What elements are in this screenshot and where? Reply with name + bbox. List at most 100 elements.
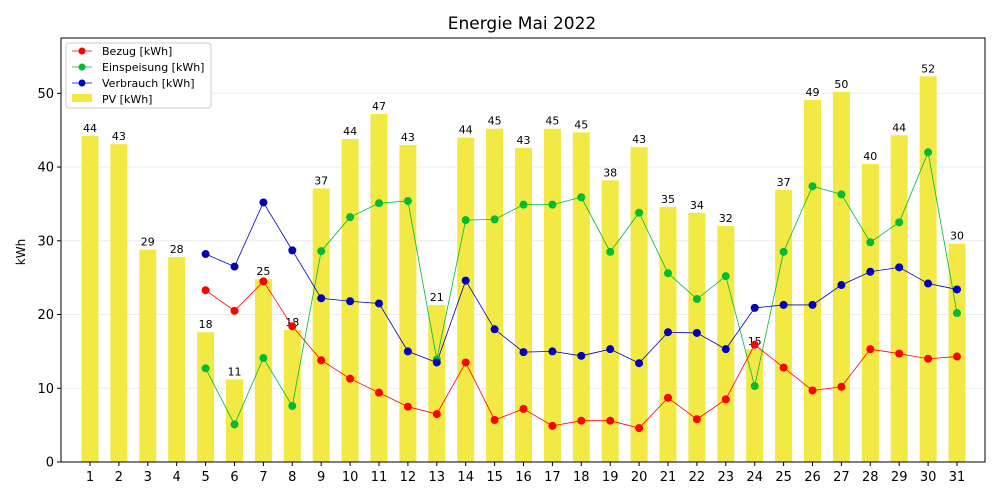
y-tick-label: 30: [37, 234, 54, 249]
x-tick-label: 20: [631, 470, 648, 485]
pv-bar: [717, 226, 735, 462]
x-tick-label: 27: [833, 470, 850, 485]
pv-bar-label: 49: [806, 86, 820, 99]
pv-bar-label: 43: [401, 131, 415, 144]
chart-title: Energie Mai 2022: [448, 14, 597, 34]
series-point-2: [403, 196, 412, 205]
pv-bar-label: 29: [141, 236, 155, 249]
series-point-3: [808, 300, 817, 309]
x-tick-label: 5: [201, 470, 209, 485]
series-point-1: [230, 306, 239, 315]
series-point-1: [375, 388, 383, 397]
pv-bar: [370, 113, 388, 463]
legend-label: PV [kWh]: [102, 93, 152, 106]
x-tick-label: 8: [288, 470, 296, 485]
pv-bar: [630, 147, 648, 462]
pv-bar-label: 30: [950, 230, 964, 243]
x-tick-label: 17: [544, 470, 561, 485]
series-point-1: [635, 424, 644, 433]
bar-label-layer: 4443292818112518374447432144454345453843…: [83, 62, 964, 378]
series-point-2: [490, 215, 499, 224]
pv-bar: [919, 76, 937, 462]
series-point-3: [230, 262, 239, 271]
pv-bar-label: 45: [545, 115, 559, 128]
pv-bar: [572, 132, 590, 462]
pv-bar: [283, 330, 301, 462]
pv-bar-label: 44: [892, 121, 906, 134]
series-point-3: [201, 250, 210, 259]
series-point-3: [750, 303, 759, 312]
pv-bar-label: 43: [112, 130, 126, 143]
x-tick-label: 25: [775, 470, 792, 485]
series-point-2: [259, 354, 268, 363]
series-point-1: [664, 393, 672, 402]
pv-bar: [312, 188, 330, 462]
series-point-3: [866, 267, 875, 276]
series-point-3: [692, 328, 701, 337]
series-point-1: [606, 416, 615, 425]
series-point-1: [461, 358, 470, 367]
series-point-3: [403, 347, 412, 356]
series-point-2: [866, 238, 875, 247]
x-tick-label: 14: [457, 470, 474, 485]
series-point-3: [664, 328, 672, 337]
legend-bar-swatch: [72, 94, 92, 102]
x-tick-label: 3: [144, 470, 152, 485]
series-point-1: [403, 402, 412, 411]
y-tick-label: 10: [37, 382, 54, 397]
series-point-2: [577, 193, 586, 202]
x-tick-label: 16: [515, 470, 532, 485]
x-tick-label: 13: [429, 470, 446, 485]
pv-bar: [486, 128, 504, 462]
pv-bar: [688, 212, 706, 462]
pv-bar-label: 44: [343, 125, 357, 138]
series-point-2: [606, 247, 615, 256]
series-point-3: [259, 198, 268, 207]
pv-bar-label: 45: [488, 115, 502, 128]
pv-bar-label: 47: [372, 100, 386, 113]
series-point-1: [317, 356, 326, 365]
series-point-1: [577, 416, 586, 425]
pv-bar: [81, 136, 99, 462]
legend-marker: [78, 63, 86, 71]
series-point-3: [779, 300, 788, 309]
y-axis-label: kWh: [14, 239, 28, 265]
series-point-2: [895, 218, 904, 227]
pv-bar-label: 44: [459, 124, 473, 137]
x-tick-label: 2: [115, 470, 123, 485]
pv-bar: [457, 137, 475, 462]
pv-bar: [428, 304, 446, 462]
series-point-1: [837, 382, 846, 391]
x-tick-label: 21: [660, 470, 677, 485]
x-tick-label: 22: [689, 470, 706, 485]
series-point-2: [230, 420, 239, 429]
series-point-2: [692, 295, 701, 304]
series-point-3: [721, 345, 730, 354]
series-point-3: [895, 263, 904, 272]
series-point-2: [953, 309, 961, 318]
legend-label: Bezug [kWh]: [102, 45, 172, 58]
series-point-2: [317, 247, 326, 256]
x-tick-label: 30: [920, 470, 937, 485]
series-point-1: [924, 354, 933, 363]
series-point-2: [375, 199, 383, 208]
series-point-1: [288, 322, 297, 331]
pv-bar-label: 25: [256, 265, 270, 278]
point-layer: [201, 148, 961, 433]
pv-bar-label: 28: [170, 243, 184, 256]
series-point-1: [779, 363, 788, 372]
y-tick-label: 20: [37, 308, 54, 323]
series-point-2: [837, 190, 846, 199]
pv-bar-label: 18: [199, 318, 213, 331]
pv-bar: [110, 144, 128, 463]
series-point-1: [259, 277, 268, 286]
series-point-3: [375, 299, 383, 308]
pv-bar-label: 40: [863, 150, 877, 163]
x-tick-label: 9: [317, 470, 325, 485]
series-point-1: [201, 286, 210, 295]
pv-bar-label: 35: [661, 193, 675, 206]
legend-box: [65, 42, 212, 109]
series-point-3: [606, 345, 615, 354]
series-point-2: [664, 269, 672, 278]
